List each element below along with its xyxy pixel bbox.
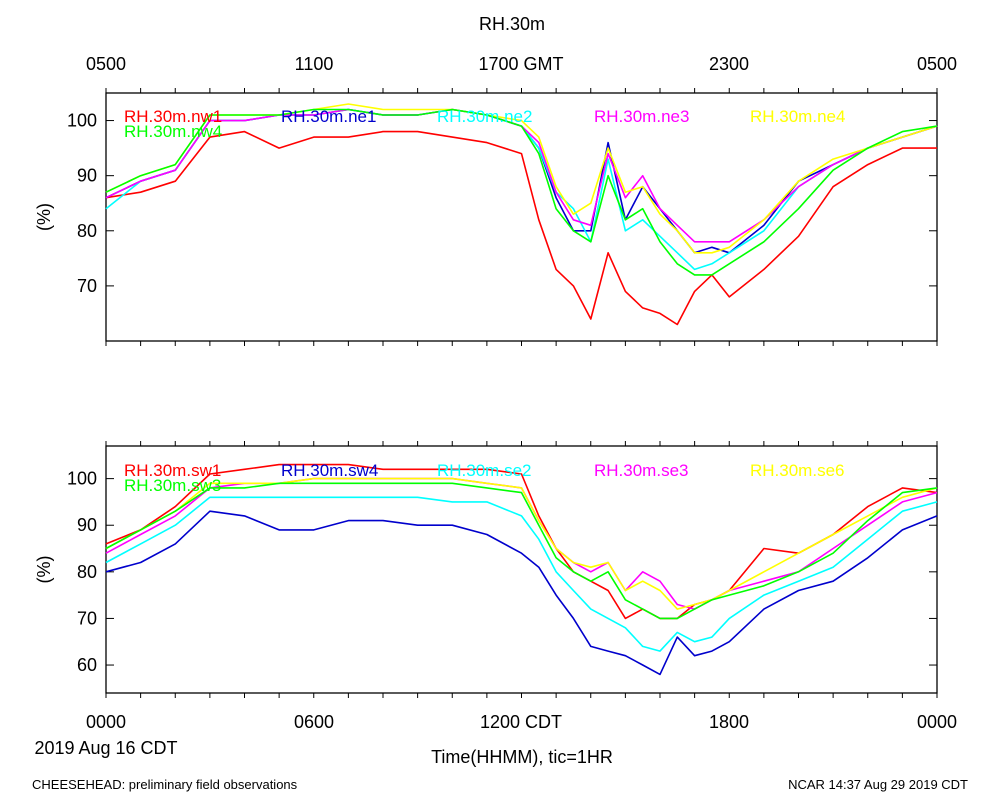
legend-entry: RH.30m.nw1 xyxy=(124,107,222,126)
series-line-rh-30m-sw3 xyxy=(105,482,938,620)
series-line-rh-30m-se3 xyxy=(105,477,938,610)
series-line-rh-30m-ne1 xyxy=(105,108,938,254)
top-time-axis-labels: 0500 1100 1700 GMT 2300 0500 xyxy=(86,54,957,74)
y-tick-label: 90 xyxy=(77,166,97,186)
bottom-time-label-3: 1800 xyxy=(709,712,749,732)
series-line-rh-30m-nw1 xyxy=(105,130,937,326)
bottom-time-label-0: 0000 xyxy=(86,712,126,732)
top-time-label-0: 0500 xyxy=(86,54,126,74)
date-label: 2019 Aug 16 CDT xyxy=(34,738,177,758)
series-line-rh-30m-nw4 xyxy=(105,108,938,276)
series-line-rh-30m-sw4 xyxy=(105,510,938,676)
chart-title: RH.30m xyxy=(479,14,545,34)
top-time-label-3: 2300 xyxy=(709,54,749,74)
legend-entry: RH.30m.sw4 xyxy=(281,461,378,480)
top-time-label-4: 0500 xyxy=(917,54,957,74)
legend-entry: RH.30m.se3 xyxy=(594,461,688,480)
bottom-time-label-2: 1200 CDT xyxy=(480,712,562,732)
y-tick-label: 100 xyxy=(67,469,97,489)
bottom-time-label-4: 0000 xyxy=(917,712,957,732)
series-line-rh-30m-se6 xyxy=(105,477,938,610)
top-time-label-2: 1700 GMT xyxy=(478,54,563,74)
y-tick-label: 80 xyxy=(77,221,97,241)
bottom-panel: 60 70 80 90 100 (%) RH.30m.sw1 RH.30m.sw4 RH.30m… xyxy=(34,441,938,698)
legend-entry: RH.30m.ne4 xyxy=(750,107,845,126)
legend-entry: RH.30m.se2 xyxy=(437,461,531,480)
series-line-rh-30m-se2 xyxy=(105,496,938,652)
top-time-label-1: 1100 xyxy=(295,54,334,74)
footer-right-text: NCAR 14:37 Aug 29 2019 CDT xyxy=(788,777,968,792)
legend-entry: RH.30m.nw4 xyxy=(124,122,222,141)
y-tick-label: 80 xyxy=(77,562,97,582)
bottom-time-axis-labels: 0000 0600 1200 CDT 1800 0000 xyxy=(86,712,957,732)
top-panel: 70 80 90 100 (%) RH.30m.nw1 RH.30m.ne1 RH.30m.n… xyxy=(34,88,938,346)
legend-entry: RH.30m.ne2 xyxy=(437,107,532,126)
legend-entry: RH.30m.ne1 xyxy=(281,107,376,126)
footer-left-text: CHEESEHEAD: preliminary field observatio… xyxy=(32,777,298,792)
x-axis-label: Time(HHMM), tic=1HR xyxy=(431,747,613,767)
y-tick-label: 100 xyxy=(67,111,97,131)
y-tick-label: 70 xyxy=(77,608,97,628)
legend-entry: RH.30m.se6 xyxy=(750,461,844,480)
legend-entry: RH.30m.sw3 xyxy=(124,476,221,495)
legend-entry: RH.30m.sw1 xyxy=(124,461,221,480)
y-axis-label: (%) xyxy=(34,556,54,584)
y-tick-label: 60 xyxy=(77,655,97,675)
series-line-rh-30m-ne3 xyxy=(105,108,938,243)
y-tick-label: 70 xyxy=(77,276,97,296)
y-tick-label: 90 xyxy=(77,515,97,535)
bottom-time-label-1: 0600 xyxy=(294,712,334,732)
y-axis-label: (%) xyxy=(34,203,54,231)
legend-entry: RH.30m.ne3 xyxy=(594,107,689,126)
